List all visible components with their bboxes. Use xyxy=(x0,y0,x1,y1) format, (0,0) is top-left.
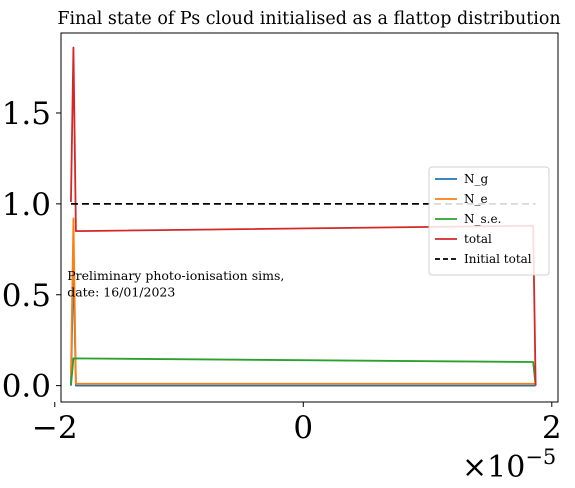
legend-label: total xyxy=(464,232,492,246)
y-tick-label: 0.0 xyxy=(2,369,51,405)
y-tick-label: 1.5 xyxy=(2,96,51,132)
axis-ticks: −2 0 2 0.0 0.5 1.0 1.5 xyxy=(2,96,562,446)
series-line-n-s-e- xyxy=(70,357,537,386)
legend-label: Initial total xyxy=(464,252,532,266)
x-tick-label: 0 xyxy=(293,410,313,446)
legend-label: N_g xyxy=(464,172,489,186)
x-tick-label: −2 xyxy=(32,410,78,446)
annotation-text: Preliminary photo-ionisation sims, xyxy=(67,268,284,283)
legend: N_g N_e N_s.e.total Initial total xyxy=(428,166,550,276)
x-multiplier-exponent: −5 xyxy=(525,445,556,469)
legend-label: N_e xyxy=(464,192,488,206)
x-axis-multiplier: ×10−5 xyxy=(462,445,556,485)
plot-area-frame xyxy=(60,32,559,403)
series-line-n-e xyxy=(70,217,536,385)
chart-title: Final state of Ps cloud initialised as a… xyxy=(57,9,560,29)
legend-label: N_s.e. xyxy=(464,212,501,226)
y-tick-label: 0.5 xyxy=(2,278,51,314)
annotation-layer: Preliminary photo-ionisation sims, date: … xyxy=(67,268,284,299)
x-multiplier-base: ×10 xyxy=(462,450,525,485)
series-line-total xyxy=(70,46,537,386)
legend-box xyxy=(428,166,550,276)
y-tick-label: 1.0 xyxy=(2,187,51,223)
x-tick-label: 2 xyxy=(542,410,562,446)
annotation-text: date: 16/01/2023 xyxy=(67,285,175,300)
